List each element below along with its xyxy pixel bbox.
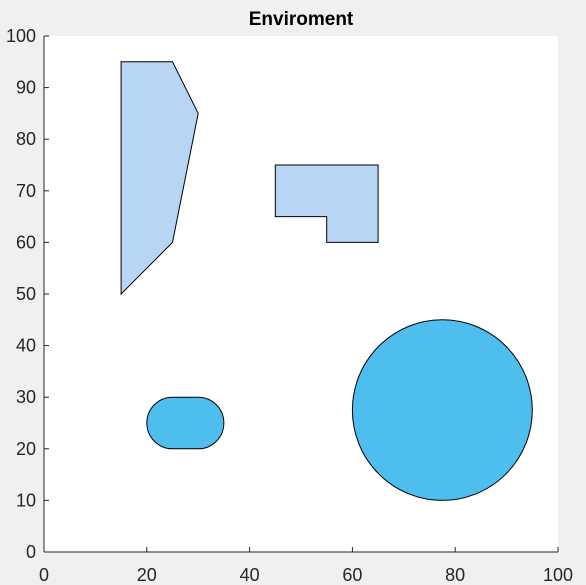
chart-title: Enviroment — [249, 9, 354, 30]
obstacle-circle — [351, 319, 533, 501]
y-tick-label: 10 — [16, 490, 36, 510]
obstacle-stadium — [146, 396, 225, 450]
x-tick-label: 40 — [240, 565, 260, 585]
y-tick-label: 70 — [16, 181, 36, 201]
obstacles-layer — [120, 61, 533, 501]
y-tick-label: 80 — [16, 129, 36, 149]
obstacle-polygon-1 — [120, 61, 199, 296]
y-axis-ticks: 0 10 20 30 40 50 60 70 80 90 100 — [6, 26, 49, 562]
obstacle-polygon-2 — [274, 164, 379, 243]
y-tick-label: 100 — [6, 26, 36, 46]
y-tick-label: 0 — [26, 542, 36, 562]
y-tick-label: 30 — [16, 387, 36, 407]
x-tick-label: 60 — [342, 565, 362, 585]
x-tick-label: 80 — [445, 565, 465, 585]
y-tick-label: 20 — [16, 439, 36, 459]
x-tick-label: 100 — [543, 565, 573, 585]
x-tick-label: 20 — [137, 565, 157, 585]
x-axis-ticks: 0 20 40 60 80 100 — [39, 547, 573, 585]
x-tick-label: 0 — [39, 565, 49, 585]
y-tick-label: 90 — [16, 78, 36, 98]
y-tick-label: 40 — [16, 336, 36, 356]
y-tick-label: 50 — [16, 284, 36, 304]
y-tick-label: 60 — [16, 232, 36, 252]
